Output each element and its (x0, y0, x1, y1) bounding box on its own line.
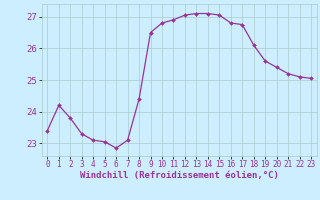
X-axis label: Windchill (Refroidissement éolien,°C): Windchill (Refroidissement éolien,°C) (80, 171, 279, 180)
